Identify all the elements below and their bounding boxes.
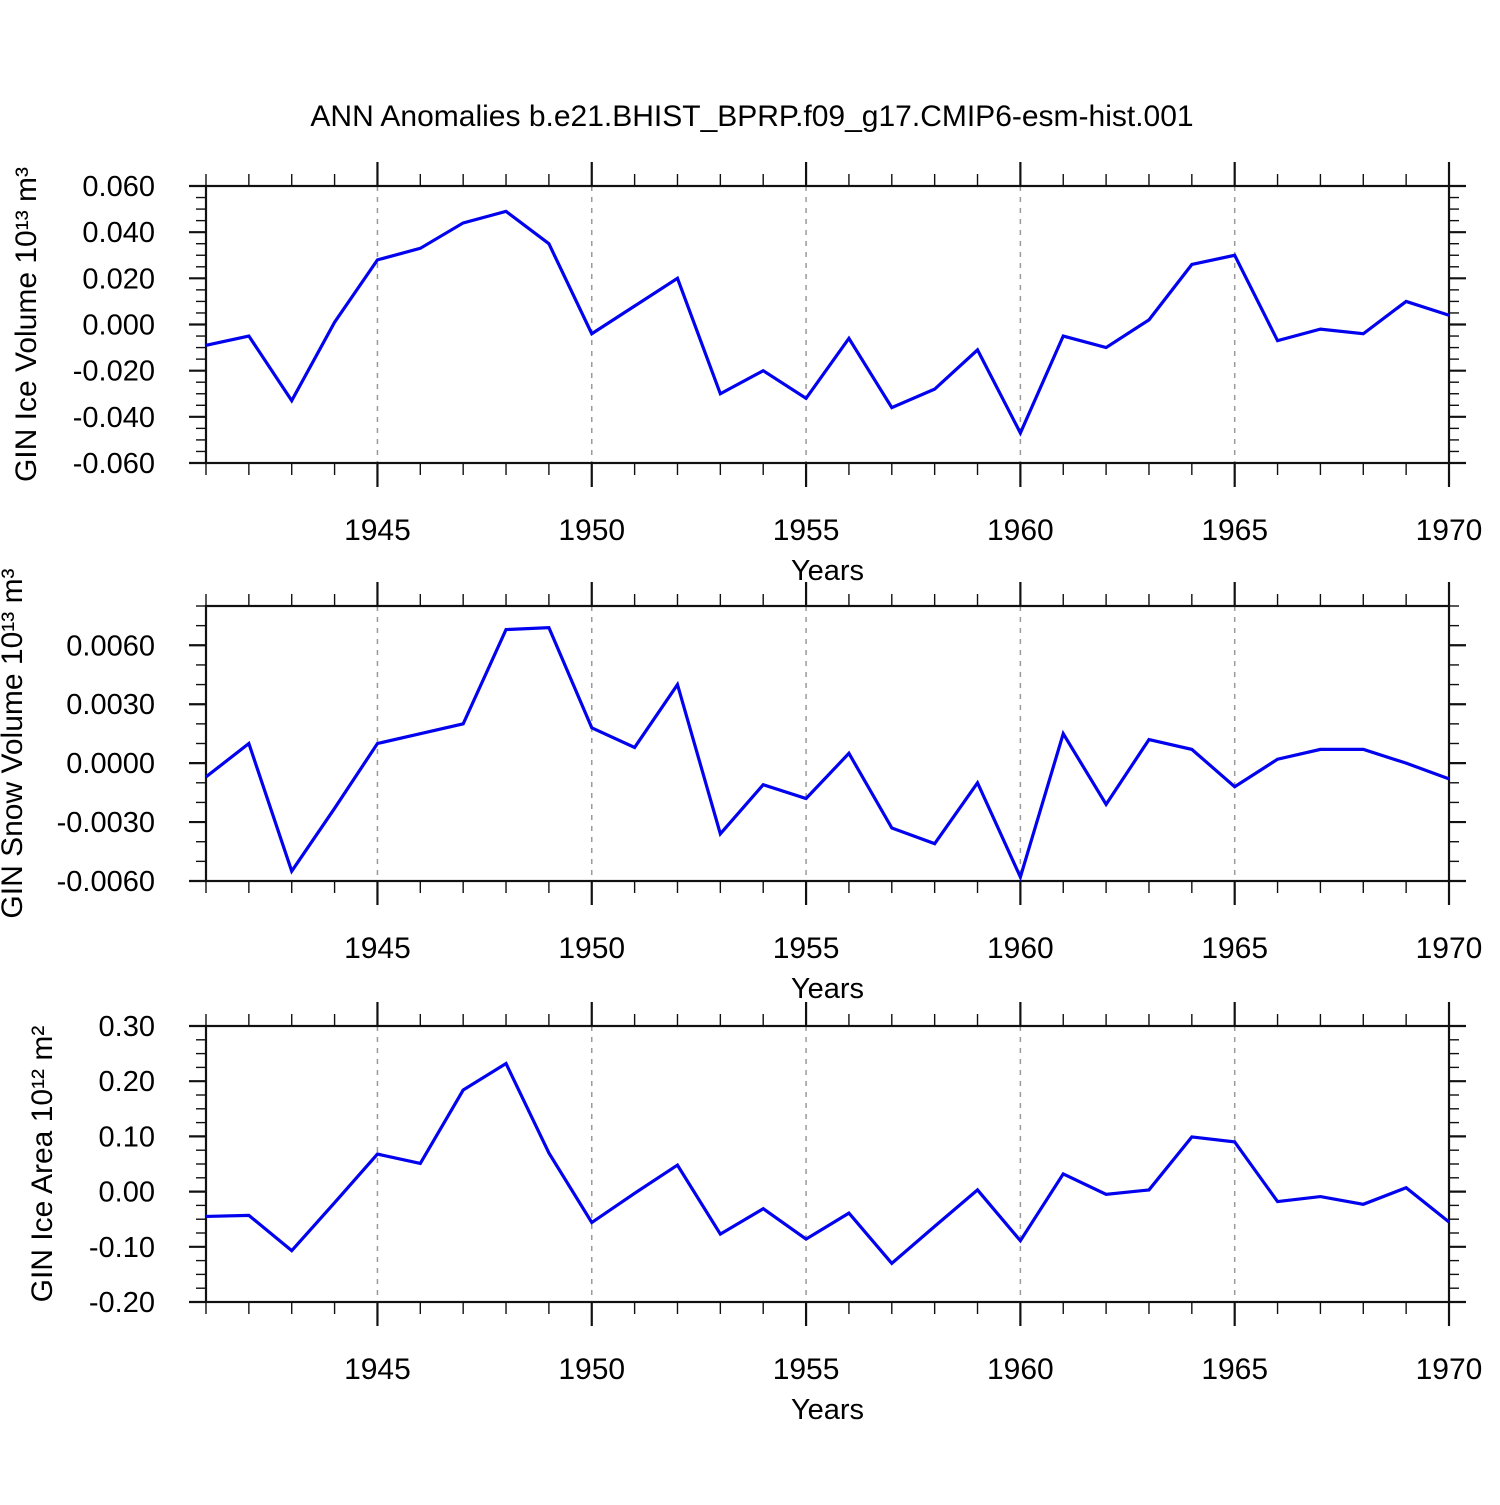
y-tick-label: 0.060 <box>82 171 155 203</box>
chart-panel-3: 0.30 0.20 0.10 0.00 -0.10 -0.20 1945 1950 1955 19… <box>26 1002 1482 1426</box>
data-line <box>205 1061 1450 1266</box>
y-tick-label: 0.020 <box>82 263 155 295</box>
y-tick-label: -0.10 <box>89 1232 155 1264</box>
y-tick-label: 0.000 <box>82 310 155 342</box>
chart-panel-2: 0.0060 0.0030 0.0000 -0.0030 -0.0060 1945 1950… <box>0 568 1482 1005</box>
x-tick-label: 1945 <box>344 514 411 547</box>
y-tick-label: 0.0030 <box>66 689 155 721</box>
y-tick-label: -0.060 <box>73 448 155 480</box>
y-tick-label: -0.20 <box>89 1287 155 1319</box>
y-tick-label: 0.0000 <box>66 748 155 780</box>
x-tick-label: 1950 <box>558 1353 625 1386</box>
y-tick-label: 0.0060 <box>66 630 155 662</box>
chart-panel-1: 0.060 0.040 0.020 0.000 -0.020 -0.040 -0.060 19… <box>10 162 1482 587</box>
x-tick-label: 1960 <box>987 1353 1054 1386</box>
plot-frame <box>204 604 1451 883</box>
x-axis-title: Years <box>791 555 864 587</box>
y-tick-label: 0.10 <box>99 1121 155 1153</box>
y-tick-label: 0.30 <box>99 1011 155 1043</box>
x-tick-label: 1955 <box>773 932 840 965</box>
data-line <box>205 209 1450 437</box>
y-axis-title: GIN Ice Area 10¹² m² <box>26 1026 59 1303</box>
x-tick-label: 1950 <box>558 514 625 547</box>
x-axis-title: Years <box>791 1394 864 1426</box>
x-tick-label: 1965 <box>1201 932 1268 965</box>
x-tick-label: 1965 <box>1201 1353 1268 1386</box>
x-tick-label: 1945 <box>344 932 411 965</box>
x-tick-label: 1965 <box>1201 514 1268 547</box>
data-line <box>205 625 1450 882</box>
x-tick-label: 1970 <box>1416 514 1483 547</box>
y-tick-label: 0.20 <box>99 1066 155 1098</box>
y-axis-title: GIN Snow Volume 10¹³ m³ <box>0 568 29 918</box>
x-tick-label: 1950 <box>558 932 625 965</box>
x-axis-title: Years <box>791 973 864 1005</box>
y-tick-label: -0.040 <box>73 402 155 434</box>
x-tick-label: 1945 <box>344 1353 411 1386</box>
y-tick-label: 0.00 <box>99 1177 155 1209</box>
chart-title: ANN Anomalies b.e21.BHIST_BPRP.f09_g17.C… <box>310 100 1193 133</box>
y-tick-label: -0.0030 <box>57 807 155 839</box>
x-tick-label: 1960 <box>987 514 1054 547</box>
x-tick-label: 1955 <box>773 1353 840 1386</box>
y-tick-label: -0.020 <box>73 356 155 388</box>
x-tick-label: 1970 <box>1416 1353 1483 1386</box>
x-tick-label: 1955 <box>773 514 840 547</box>
plot-frame <box>204 184 1451 465</box>
x-tick-label: 1960 <box>987 932 1054 965</box>
x-tick-label: 1970 <box>1416 932 1483 965</box>
y-axis-title: GIN Ice Volume 10¹³ m³ <box>10 167 43 482</box>
y-tick-label: 0.040 <box>82 217 155 249</box>
y-tick-label: -0.0060 <box>57 866 155 898</box>
plot-frame <box>204 1024 1451 1304</box>
